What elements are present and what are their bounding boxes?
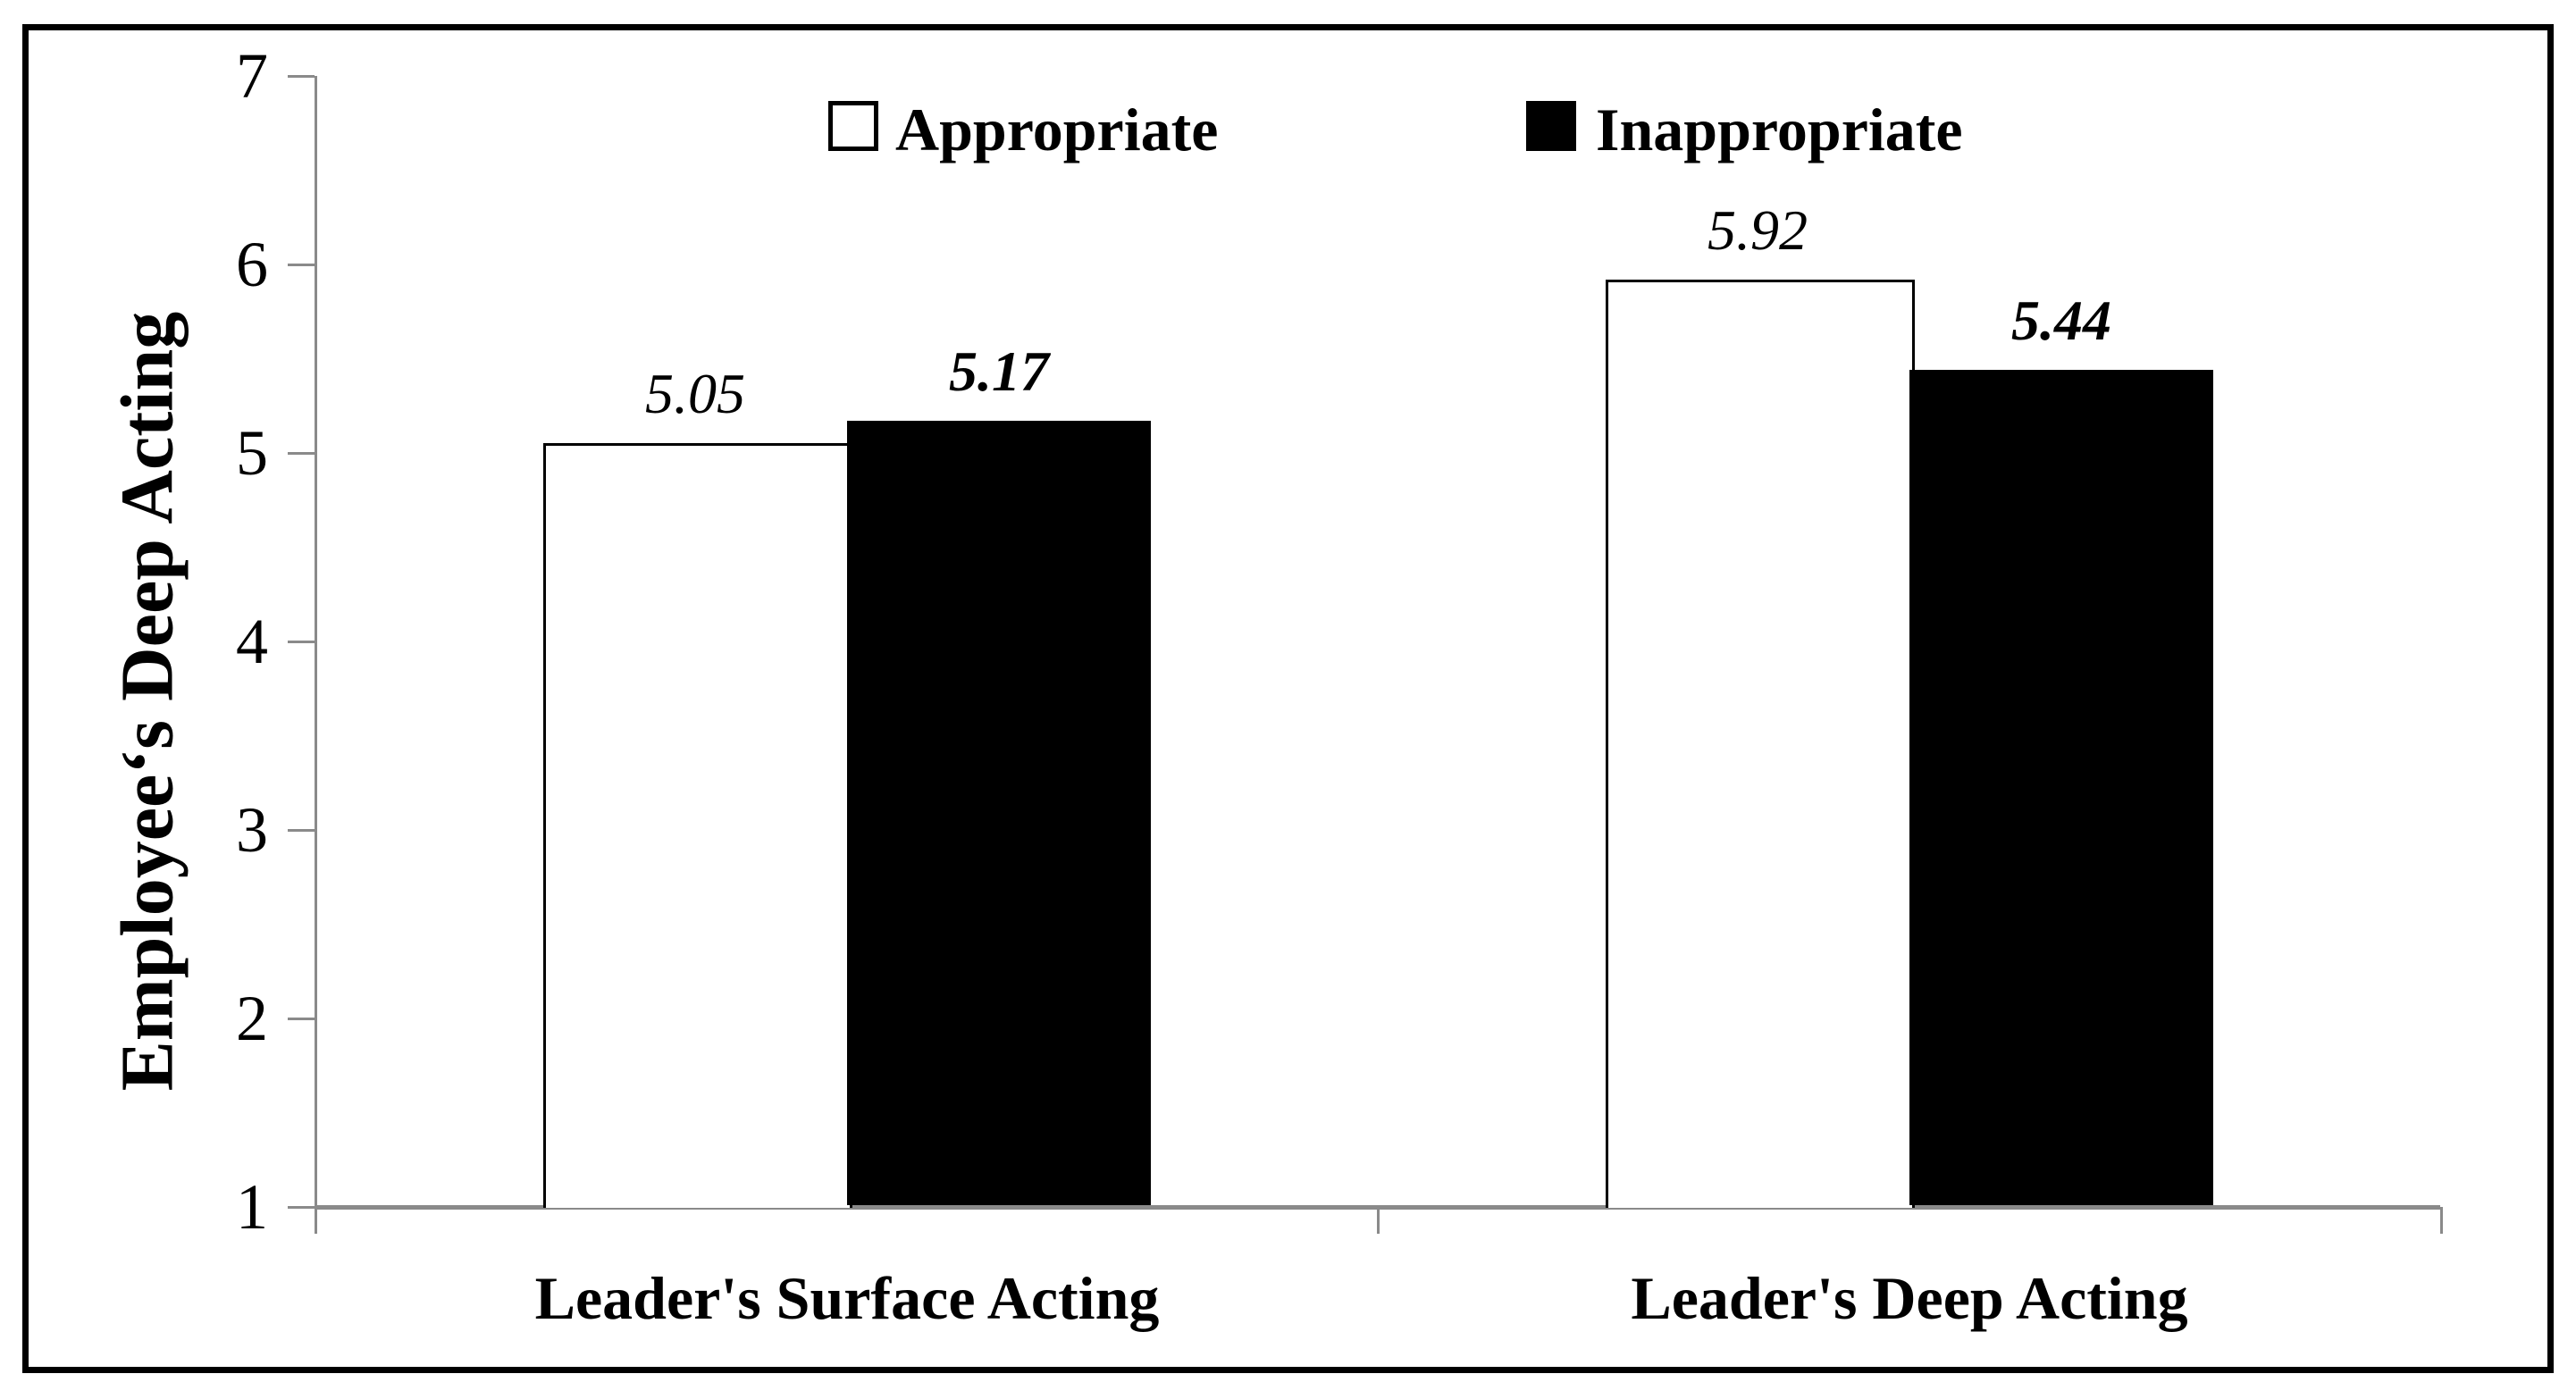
x-category-label-surface-acting: Leader's Surface Acting [534,1264,1160,1332]
y-tick-mark [288,452,315,455]
bar-value-label: 5.92 [1708,198,1808,262]
bar-inappropriate-0 [847,421,1151,1205]
y-tick-label: 3 [236,794,268,866]
legend-swatch-appropriate-icon [828,101,878,151]
legend-label-appropriate: Appropriate [895,96,1219,163]
y-tick-label: 5 [236,417,268,489]
x-category-label-deep-acting: Leader's Deep Acting [1631,1264,2188,1332]
y-tick-label: 7 [236,40,268,112]
bar-value-label: 5.17 [949,339,1049,403]
y-tick-label: 2 [236,983,268,1054]
x-tick-mark [2440,1207,2443,1234]
bar-appropriate-1 [1606,280,1915,1208]
bar-value-label: 5.44 [2011,289,2111,352]
y-tick-label: 6 [236,229,268,300]
y-tick-mark [288,75,315,78]
y-tick-mark [288,1206,315,1209]
y-tick-label: 1 [236,1171,268,1243]
y-tick-mark [288,264,315,266]
y-axis-line [315,76,317,1234]
y-tick-mark [288,641,315,643]
legend-swatch-inappropriate-icon [1526,101,1576,151]
bar-inappropriate-1 [1909,370,2213,1205]
y-tick-label: 4 [236,606,268,677]
bar-value-label: 5.05 [645,362,745,425]
bar-appropriate-0 [543,443,852,1208]
y-tick-mark [288,1018,315,1020]
x-tick-mark [1377,1207,1380,1234]
legend-label-inappropriate: Inappropriate [1596,96,1963,163]
y-tick-mark [288,829,315,832]
